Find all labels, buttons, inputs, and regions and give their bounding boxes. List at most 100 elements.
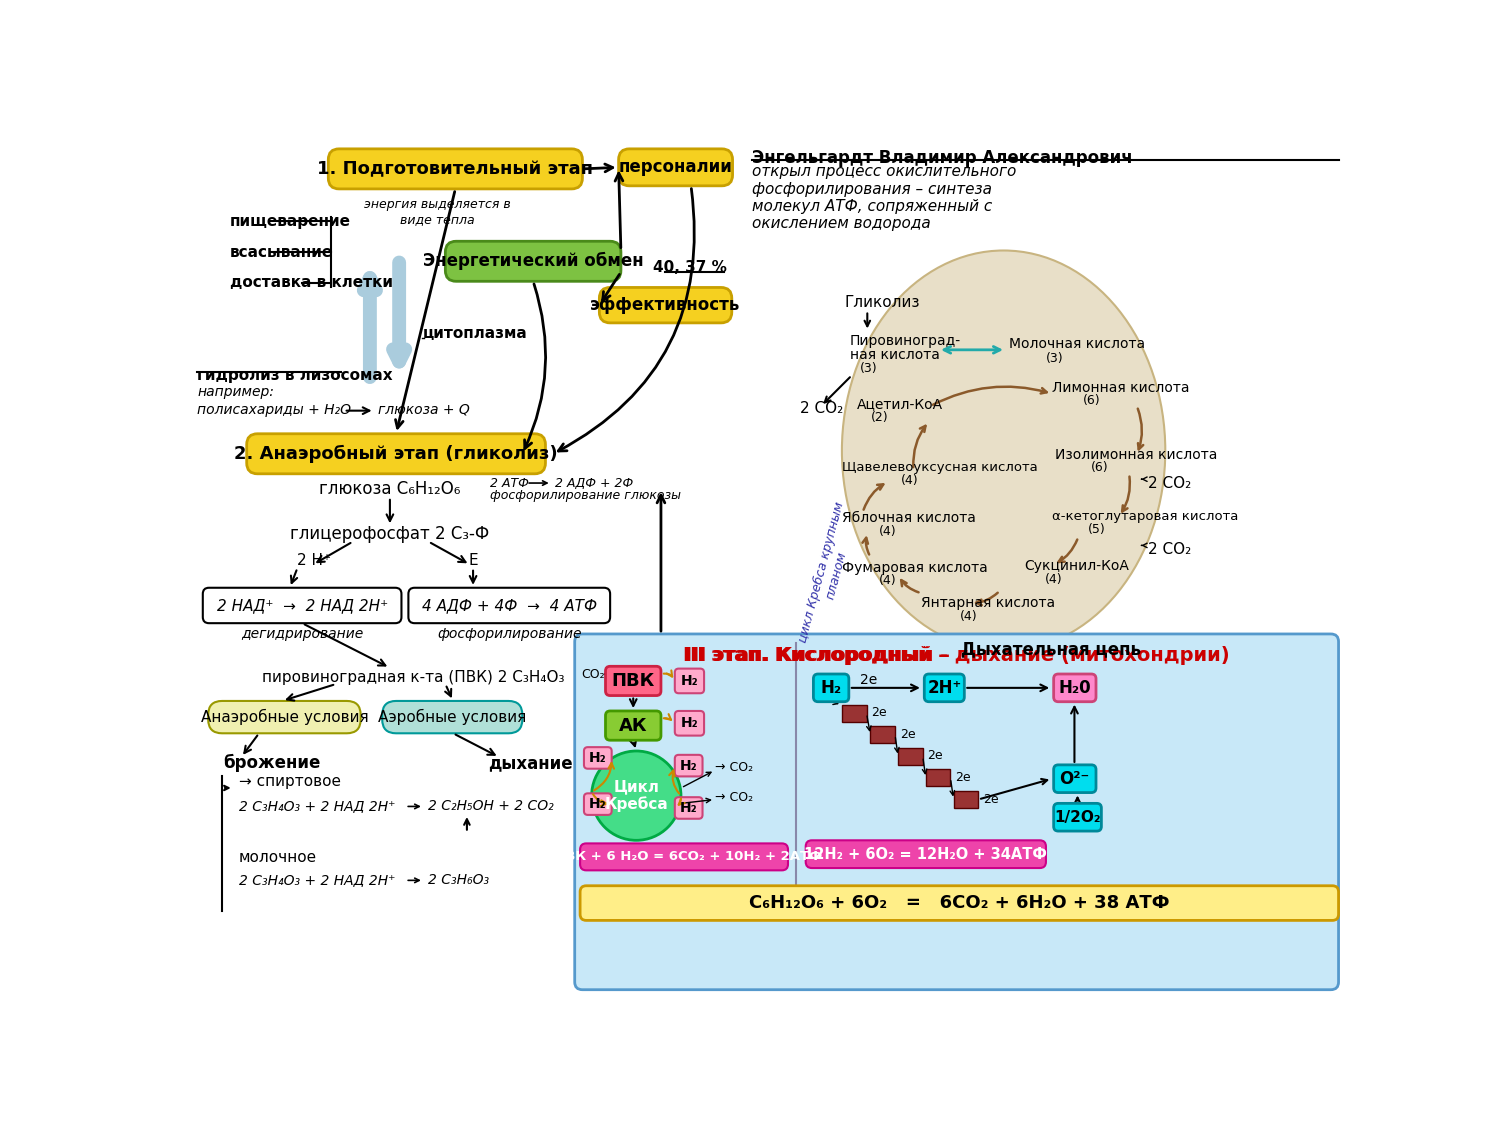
Text: C₆H₁₂O₆ + 6O₂   =   6CO₂ + 6H₂O + 38 АТФ: C₆H₁₂O₆ + 6O₂ = 6CO₂ + 6H₂O + 38 АТФ	[748, 894, 1170, 912]
Text: 1. Подготовительный этап: 1. Подготовительный этап	[318, 160, 594, 178]
FancyBboxPatch shape	[806, 840, 1046, 868]
Text: 2e: 2e	[982, 793, 999, 806]
FancyBboxPatch shape	[842, 704, 867, 722]
Text: 2 CO₂: 2 CO₂	[1148, 542, 1191, 557]
Text: H₂: H₂	[680, 801, 698, 814]
FancyBboxPatch shape	[580, 885, 1338, 920]
Text: (4): (4)	[1044, 573, 1062, 586]
Text: 2 CO₂: 2 CO₂	[800, 400, 843, 416]
Text: гидролиз в лизосомах: гидролиз в лизосомах	[198, 368, 393, 382]
FancyBboxPatch shape	[926, 770, 951, 786]
FancyBboxPatch shape	[328, 148, 582, 189]
Text: Яблочная кислота: Яблочная кислота	[842, 512, 976, 525]
Text: 2 НАД⁺  →  2 НАД 2Н⁺: 2 НАД⁺ → 2 НАД 2Н⁺	[216, 598, 387, 613]
Text: Энергетический обмен: Энергетический обмен	[423, 252, 644, 270]
Text: 2H⁺: 2H⁺	[927, 678, 962, 696]
FancyBboxPatch shape	[600, 288, 732, 323]
FancyBboxPatch shape	[606, 666, 662, 695]
FancyBboxPatch shape	[580, 844, 788, 871]
FancyBboxPatch shape	[1053, 674, 1096, 702]
Text: (4): (4)	[879, 525, 897, 538]
Text: открыл процесс окислительного
фосфорилирования – синтеза
молекул АТФ, сопряженны: открыл процесс окислительного фосфорилир…	[752, 164, 1016, 232]
FancyBboxPatch shape	[675, 798, 702, 819]
FancyBboxPatch shape	[584, 747, 612, 768]
Text: 2e: 2e	[871, 706, 886, 719]
Text: Энгельгардт Владимир Александрович: Энгельгардт Владимир Александрович	[752, 148, 1132, 166]
Text: H₂: H₂	[681, 717, 699, 730]
Text: доставка в клетки: доставка в клетки	[230, 276, 393, 290]
Text: полисахариды + H₂O: полисахариды + H₂O	[198, 403, 351, 417]
Text: III этап. Кислородный – дыхание (митохондрии): III этап. Кислородный – дыхание (митохон…	[684, 646, 1230, 665]
Text: H₂: H₂	[681, 674, 699, 687]
Text: 2 С₂Н₅ОН + 2 СО₂: 2 С₂Н₅ОН + 2 СО₂	[429, 800, 554, 813]
Text: (3): (3)	[859, 362, 877, 375]
Text: Сукцинил-КоА: Сукцинил-КоА	[1024, 559, 1130, 574]
FancyBboxPatch shape	[1053, 765, 1096, 793]
Text: глюкоза + Q: глюкоза + Q	[378, 403, 470, 417]
FancyBboxPatch shape	[898, 748, 922, 765]
Text: 1/2O₂: 1/2O₂	[1054, 810, 1101, 825]
Text: → CO₂: → CO₂	[716, 791, 753, 803]
Text: фосфорилирование глюкозы: фосфорилирование глюкозы	[490, 489, 681, 502]
Text: Ацетил-КоА: Ацетил-КоА	[858, 397, 944, 412]
Text: 2 С₃Н₄О₃ + 2 НАД 2Н⁺: 2 С₃Н₄О₃ + 2 НАД 2Н⁺	[238, 873, 396, 888]
Text: Аэробные условия: Аэробные условия	[378, 709, 526, 726]
FancyBboxPatch shape	[870, 727, 895, 744]
Text: 2 С₃Н₆О₃: 2 С₃Н₆О₃	[429, 873, 489, 888]
FancyBboxPatch shape	[675, 755, 702, 776]
Text: фосфорилирование: фосфорилирование	[436, 627, 582, 641]
Text: Гликолиз: Гликолиз	[844, 296, 920, 310]
FancyBboxPatch shape	[246, 434, 546, 474]
Text: 12H₂ + 6O₂ = 12H₂O + 34АТФ: 12H₂ + 6O₂ = 12H₂O + 34АТФ	[804, 847, 1047, 862]
Circle shape	[591, 752, 681, 840]
Text: Пировиноград-: Пировиноград-	[849, 334, 960, 349]
FancyBboxPatch shape	[574, 634, 1338, 990]
FancyBboxPatch shape	[382, 701, 522, 734]
Text: ная кислота: ная кислота	[849, 349, 939, 362]
Text: (5): (5)	[1089, 523, 1106, 536]
FancyBboxPatch shape	[209, 701, 360, 734]
Text: 2 АТФ: 2 АТФ	[490, 477, 530, 489]
Text: 4 АДФ + 4Ф  →  4 АТФ: 4 АДФ + 4Ф → 4 АТФ	[422, 598, 597, 613]
Text: α-кетоглутаровая кислота: α-кетоглутаровая кислота	[1052, 510, 1239, 523]
Text: 40, 37 %: 40, 37 %	[654, 260, 728, 274]
Text: Цикл
Кребса: Цикл Кребса	[604, 778, 668, 812]
Text: III этап. Кислородный –: III этап. Кислородный –	[686, 646, 957, 665]
FancyBboxPatch shape	[954, 791, 978, 808]
Text: CO₂: CO₂	[582, 667, 604, 681]
Ellipse shape	[842, 251, 1166, 651]
Text: (4): (4)	[902, 475, 920, 487]
Text: Анаэробные условия: Анаэробные условия	[201, 709, 368, 726]
Text: дыхание: дыхание	[489, 755, 573, 773]
FancyBboxPatch shape	[924, 674, 964, 702]
Text: глицерофосфат 2 С₃-Ф: глицерофосфат 2 С₃-Ф	[291, 525, 489, 543]
FancyBboxPatch shape	[1053, 803, 1101, 831]
Text: → CO₂: → CO₂	[716, 762, 753, 774]
FancyBboxPatch shape	[446, 241, 621, 281]
FancyBboxPatch shape	[675, 668, 704, 693]
Text: (4): (4)	[960, 610, 978, 623]
Text: молочное: молочное	[238, 849, 316, 865]
Text: 2 С₃Н₄О₃ + 2 НАД 2Н⁺: 2 С₃Н₄О₃ + 2 НАД 2Н⁺	[238, 800, 396, 813]
Text: персоналии: персоналии	[618, 159, 732, 177]
FancyBboxPatch shape	[675, 711, 704, 736]
Text: АК: АК	[620, 717, 648, 735]
Text: 2 CO₂: 2 CO₂	[1148, 476, 1191, 490]
Text: H₂: H₂	[821, 678, 842, 696]
Text: Молочная кислота: Молочная кислота	[1010, 338, 1144, 351]
Text: энергия выделяется в
виде тепла: энергия выделяется в виде тепла	[364, 198, 512, 226]
FancyBboxPatch shape	[408, 587, 610, 623]
Text: Лимонная кислота: Лимонная кислота	[1052, 380, 1190, 395]
Text: пировиноградная к-та (ПВК) 2 С₃Н₄О₃: пировиноградная к-та (ПВК) 2 С₃Н₄О₃	[262, 670, 564, 685]
Text: всасывание: всасывание	[230, 244, 333, 260]
Text: пищеварение: пищеварение	[230, 214, 351, 228]
Text: → спиртовое: → спиртовое	[238, 774, 340, 790]
Text: брожение: брожение	[224, 754, 321, 773]
Text: ПВК: ПВК	[612, 672, 656, 690]
Text: 2. Анаэробный этап (гликолиз): 2. Анаэробный этап (гликолиз)	[234, 444, 558, 462]
Text: Янтарная кислота: Янтарная кислота	[921, 596, 1056, 610]
Text: Щавелевоуксусная кислота: Щавелевоуксусная кислота	[842, 461, 1038, 474]
Text: например:: например:	[198, 385, 274, 399]
FancyBboxPatch shape	[618, 148, 732, 186]
Text: Изолимонная кислота: Изолимонная кислота	[1054, 448, 1218, 461]
